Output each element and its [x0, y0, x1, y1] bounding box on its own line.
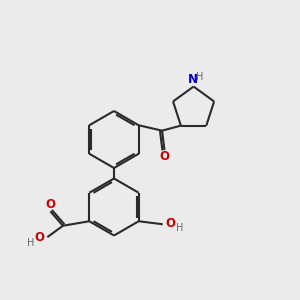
Text: O: O [45, 198, 55, 211]
Text: H: H [176, 224, 184, 233]
Text: H: H [27, 238, 34, 248]
Text: O: O [160, 150, 170, 163]
Text: N: N [188, 74, 198, 86]
Text: O: O [34, 231, 44, 244]
Text: H: H [196, 72, 204, 82]
Text: O: O [166, 217, 176, 230]
